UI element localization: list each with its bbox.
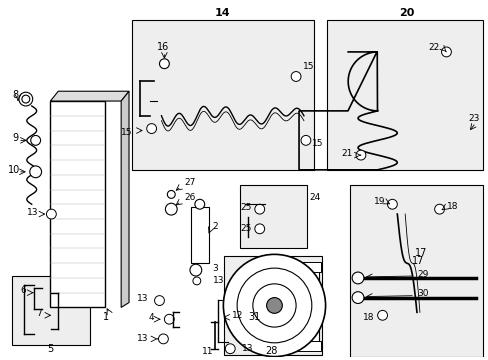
Circle shape [254,204,264,214]
Text: 22: 22 [427,44,439,53]
Circle shape [31,135,41,145]
Text: 29: 29 [416,270,427,279]
Bar [277,262,320,272]
Text: 25: 25 [240,203,251,212]
Circle shape [158,334,168,344]
Circle shape [30,166,41,178]
Text: 13: 13 [242,344,253,353]
Text: 13: 13 [137,294,148,303]
Bar [349,185,482,356]
Circle shape [252,284,296,327]
Text: 13: 13 [212,276,224,285]
Bar [224,256,321,355]
Text: 17: 17 [411,256,424,266]
Bar [12,276,89,345]
Text: 5: 5 [47,344,53,354]
Polygon shape [121,91,129,307]
Circle shape [165,203,177,215]
Circle shape [164,314,174,324]
Text: 16: 16 [156,42,168,52]
Text: 25: 25 [240,224,251,233]
Circle shape [192,277,201,285]
Text: 8: 8 [12,90,18,100]
Text: 17: 17 [414,248,427,258]
Text: 11: 11 [202,347,213,356]
Circle shape [266,298,282,313]
Text: 18: 18 [446,202,457,211]
Text: 21: 21 [341,149,352,158]
Circle shape [290,72,301,81]
Text: 15: 15 [303,62,314,71]
Circle shape [154,296,164,306]
Bar [132,21,313,170]
Circle shape [189,264,202,276]
Text: 13: 13 [27,208,39,217]
Text: 7: 7 [36,309,41,318]
Circle shape [159,59,169,69]
Bar [190,207,208,263]
Text: 9: 9 [12,134,18,143]
Circle shape [351,292,363,303]
Text: 31: 31 [248,312,261,322]
Bar [279,266,318,345]
Circle shape [146,123,156,134]
Circle shape [386,199,397,209]
Circle shape [377,310,386,320]
Circle shape [46,209,56,219]
Text: 23: 23 [468,114,479,123]
Circle shape [237,268,311,343]
Circle shape [225,344,235,354]
Bar [326,21,482,170]
Circle shape [434,204,444,214]
Circle shape [195,199,204,209]
Circle shape [19,92,33,106]
Circle shape [167,190,175,198]
Circle shape [22,95,30,103]
Bar [50,101,105,307]
Circle shape [355,150,365,160]
Text: 24: 24 [308,193,320,202]
Text: 28: 28 [265,346,277,356]
Text: 26: 26 [183,193,195,202]
Text: 13: 13 [137,334,148,343]
Text: 30: 30 [416,289,427,298]
Text: 4: 4 [149,313,154,322]
Text: 6: 6 [20,286,26,295]
Text: 10: 10 [8,165,20,175]
Bar [240,185,306,248]
Circle shape [351,272,363,284]
Text: 27: 27 [183,178,195,187]
Text: 14: 14 [214,8,230,18]
Text: 15: 15 [311,139,323,148]
Circle shape [223,255,325,356]
Text: 18: 18 [363,313,374,322]
Circle shape [301,135,310,145]
Text: 12: 12 [232,311,243,320]
Polygon shape [50,91,129,101]
Text: 20: 20 [399,8,414,18]
Circle shape [441,47,450,57]
Text: 15: 15 [120,128,132,137]
Text: 3: 3 [212,264,218,273]
Text: 1: 1 [102,312,108,322]
Circle shape [254,224,264,234]
Text: 19: 19 [373,197,385,206]
Text: 2: 2 [212,222,218,231]
Bar [277,341,320,351]
